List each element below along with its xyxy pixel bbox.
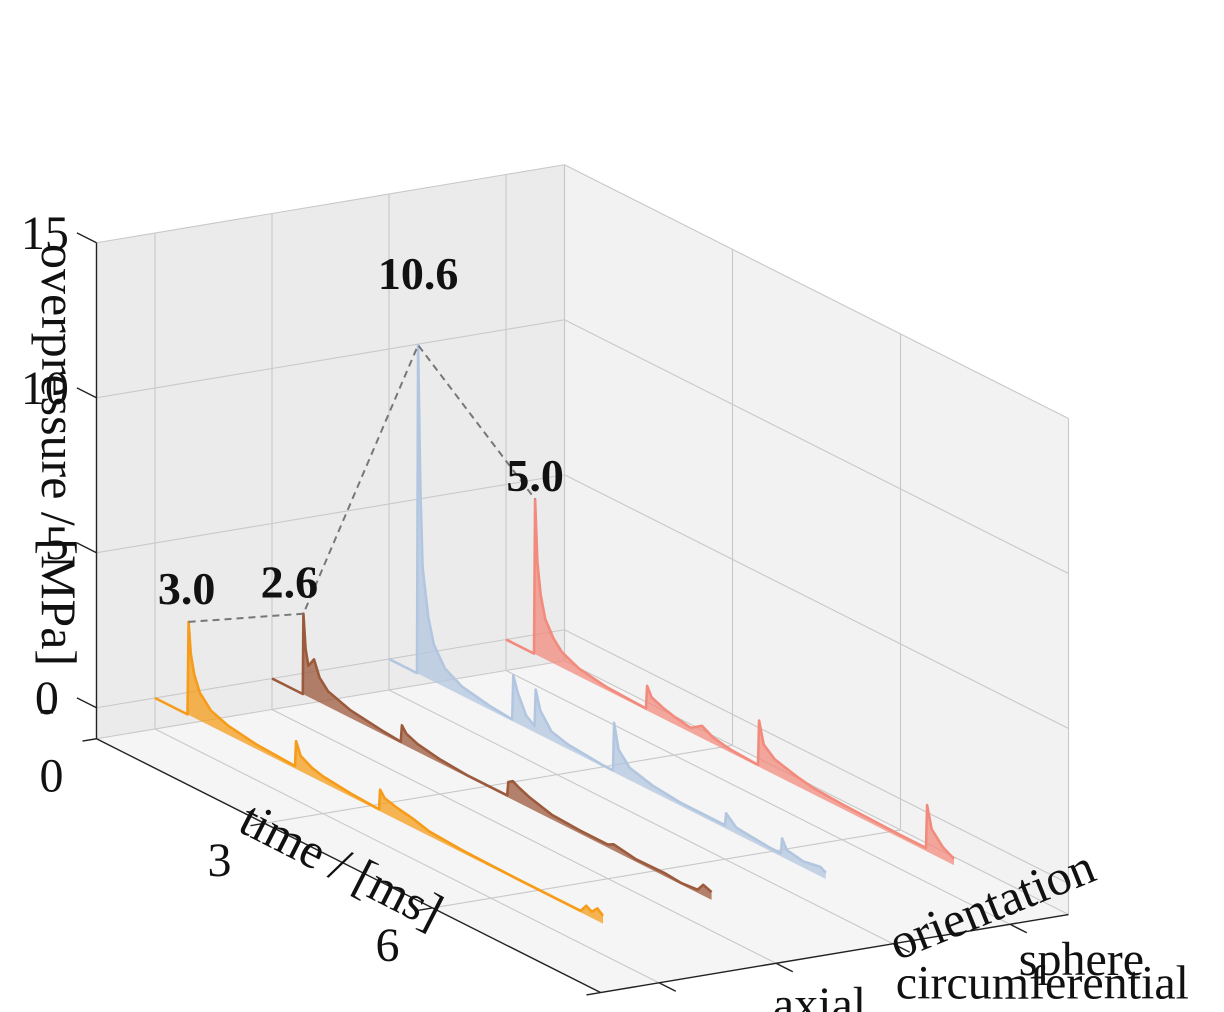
grid-line <box>564 629 1069 885</box>
axis-edges <box>95 242 1069 994</box>
peak-label-axial: 2.6 <box>261 557 319 608</box>
area-sphere <box>506 499 954 866</box>
tick-mark <box>775 962 794 973</box>
series-group <box>154 343 955 924</box>
grid-line <box>96 319 565 399</box>
y-tick-label: radial <box>650 1003 759 1012</box>
series-sphere <box>505 497 955 866</box>
x-tick-label: 0 <box>40 750 64 803</box>
grid-line <box>96 474 565 554</box>
tick-mark <box>76 232 97 244</box>
x-tick-label: 6 <box>376 919 400 972</box>
y-tick-label: sphere <box>1019 933 1144 986</box>
z-tick-label: 0 <box>35 672 59 725</box>
back-pane <box>564 164 1069 915</box>
tick-marks <box>76 232 1028 996</box>
side-pane <box>96 164 565 739</box>
tick-mark <box>76 697 97 709</box>
y-axis-line <box>600 913 1069 994</box>
grid-line <box>154 728 660 984</box>
z-tick-label: 5 <box>45 517 69 570</box>
grid-line <box>432 829 901 909</box>
z-tick-label: - <box>39 681 55 734</box>
series-circumferential <box>388 343 827 880</box>
line-radial <box>154 620 605 917</box>
x-tick-label: 3 <box>208 834 232 887</box>
tick-mark <box>658 982 677 992</box>
y-tick-label: axial <box>773 978 866 1012</box>
line-circumferential <box>388 343 827 874</box>
series-radial <box>154 620 605 924</box>
grid-line <box>564 164 1069 420</box>
grid-lines <box>95 164 1070 994</box>
grid-line <box>96 629 565 709</box>
z-tick-label: 10 <box>21 362 69 415</box>
y-tick-label: circumferential <box>896 956 1189 1009</box>
tick-mark <box>1009 923 1028 934</box>
tick-mark <box>250 822 265 827</box>
tick-mark <box>418 907 433 911</box>
grid-line <box>388 689 894 945</box>
grid-line <box>96 164 565 244</box>
x-tick-label: 9 <box>544 1003 568 1012</box>
tick-mark <box>586 991 601 996</box>
grid-line <box>264 744 733 824</box>
z-axis-title: overpressure / [MPa] <box>31 244 87 666</box>
grid-line <box>564 319 1069 575</box>
grid-line <box>564 474 1069 730</box>
tick-mark <box>892 943 911 953</box>
tick-mark <box>82 738 97 742</box>
grid-line <box>271 709 777 964</box>
line-sphere <box>505 497 955 860</box>
peak-label-sphere: 5.0 <box>506 450 564 501</box>
line-axial <box>271 612 713 894</box>
series-axial <box>271 612 713 900</box>
peak-label-circumferential: 10.6 <box>378 248 459 299</box>
tick-mark <box>76 542 97 554</box>
tick-mark <box>76 387 97 399</box>
axis-panes <box>96 164 1069 993</box>
peak-label-radial: 3.0 <box>158 563 216 614</box>
x-axis-line <box>96 738 601 994</box>
grid-line <box>505 670 1011 925</box>
z-tick-label: 15 <box>21 207 69 260</box>
